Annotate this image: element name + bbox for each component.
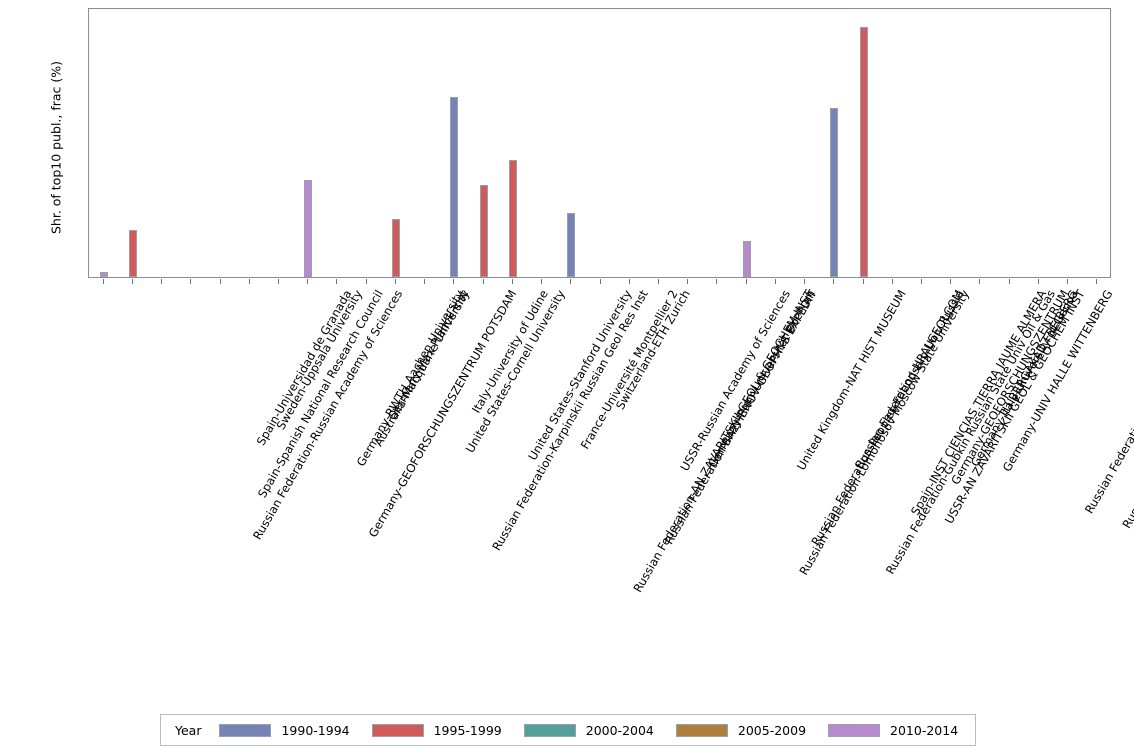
x-tick xyxy=(950,279,952,284)
bar xyxy=(479,185,488,277)
x-tick xyxy=(482,279,484,284)
legend-item[interactable]: 2005-2009 xyxy=(675,722,807,738)
bar xyxy=(99,272,108,277)
x-tick xyxy=(365,279,367,284)
x-tick xyxy=(248,279,250,284)
legend-item[interactable]: 2010-2014 xyxy=(828,723,958,738)
x-tick xyxy=(424,279,426,284)
x-tick xyxy=(190,279,192,284)
legend-title: Year xyxy=(175,722,202,738)
bar xyxy=(567,213,576,277)
x-tick xyxy=(833,279,835,284)
legend: Year 1990-1994 1995-1999 2000-2004 2005-200… xyxy=(160,714,976,746)
x-tick xyxy=(1096,279,1098,284)
x-tick xyxy=(979,279,981,284)
legend-label: 2000-2004 xyxy=(585,722,654,738)
legend-swatch xyxy=(675,723,728,737)
x-tick xyxy=(921,279,922,284)
x-tick-label: USSR-Russian Academy of Sciences xyxy=(677,287,794,474)
bar xyxy=(830,108,839,277)
legend-label: 1990-1994 xyxy=(281,722,350,738)
x-tick xyxy=(102,279,104,284)
x-tick xyxy=(891,279,893,284)
x-tick xyxy=(161,279,163,284)
x-tick-label: Germany-Max Planck Inst xyxy=(385,287,472,423)
x-tick xyxy=(336,279,338,284)
plot-area xyxy=(88,8,1111,278)
x-tick xyxy=(804,279,806,284)
bar xyxy=(391,218,400,277)
x-tick-label: Russian Federation-Bazhenov Geophys Expe… xyxy=(1119,288,1134,531)
legend-label: 2010-2014 xyxy=(890,722,959,738)
x-tick xyxy=(570,279,572,284)
legend-swatch xyxy=(219,723,272,737)
legend-label: 2005-2009 xyxy=(737,722,807,738)
legend-swatch xyxy=(828,723,881,737)
x-tick xyxy=(657,279,659,284)
x-tick xyxy=(599,279,601,284)
bar xyxy=(450,97,459,277)
x-tick xyxy=(131,279,133,284)
bar xyxy=(508,159,517,277)
bar xyxy=(304,180,313,277)
x-tick xyxy=(774,279,776,284)
legend-items: 1990-1994 1995-1999 2000-2004 2005-2009 2010… xyxy=(219,723,980,738)
x-tick xyxy=(511,279,513,284)
x-tick-label: Germany-Ruhr-Universität Bochum xyxy=(704,287,818,470)
bar xyxy=(128,230,137,277)
x-tick xyxy=(394,279,396,284)
legend-swatch xyxy=(523,723,576,737)
x-tick xyxy=(277,279,279,284)
legend-swatch xyxy=(371,723,424,737)
x-tick xyxy=(1067,279,1069,284)
x-tick xyxy=(541,279,543,284)
x-tick xyxy=(745,279,747,284)
x-tick xyxy=(862,279,864,284)
legend-item[interactable]: 2000-2004 xyxy=(523,722,654,738)
x-tick xyxy=(307,279,309,284)
bar xyxy=(742,240,751,277)
y-axis-title: Shr. of top10 publ., frac (%) xyxy=(48,60,64,235)
legend-label: 1995-1999 xyxy=(433,722,502,738)
bar-container xyxy=(89,9,1110,277)
x-tick xyxy=(687,279,689,284)
x-tick xyxy=(628,279,630,284)
x-tick xyxy=(1037,279,1039,284)
x-tick-label: United Kingdom-NAT HIST MUSEUM xyxy=(794,287,910,473)
legend-item[interactable]: 1990-1994 xyxy=(219,722,350,738)
x-tick xyxy=(1008,279,1010,284)
legend-item[interactable]: 1995-1999 xyxy=(371,722,502,738)
x-tick xyxy=(716,279,718,284)
x-tick xyxy=(219,279,221,284)
bar xyxy=(859,26,868,277)
x-tick xyxy=(453,279,455,284)
